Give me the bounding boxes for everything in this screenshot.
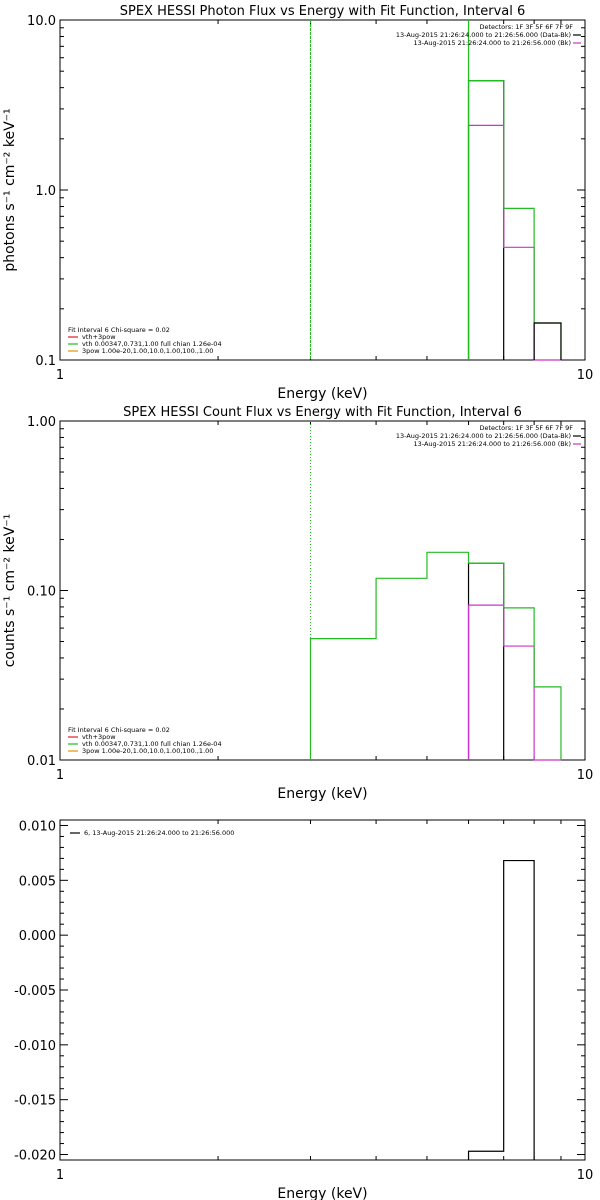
legend-entry-label: 13-Aug-2015 21:26:24.000 to 21:26:56.000… (414, 39, 571, 47)
y-tick-label: 1.00 (27, 415, 56, 430)
series-1-line (467, 562, 505, 760)
chart-title: SPEX HESSI Count Flux vs Energy with Fit… (123, 405, 522, 420)
chart-title: SPEX HESSI Photon Flux vs Energy with Fi… (120, 4, 526, 19)
fit-legend-label: vth 0.00347,0.731,1.00 full chian 1.26e-… (82, 340, 222, 348)
plot-frame (59, 819, 586, 1161)
series-2-line (467, 124, 561, 361)
y-axis-label: photons s⁻¹ cm⁻² keV⁻¹ (2, 108, 18, 271)
fit-legend-label: 3pow 1.00e-20,1.00,10.0,1.00,100.,1.00 (82, 347, 213, 355)
plot-frame (59, 420, 586, 761)
plot-frame (59, 19, 586, 361)
fit-legend-header: Fit Interval 6 Chi-square = 0.02 (68, 726, 170, 734)
chart-panel-1: SPEX HESSI Photon Flux vs Energy with Fi… (2, 4, 593, 402)
y-tick-label: -0.020 (14, 1149, 56, 1164)
detectors-text: Detectors: 1F 3F 5F 6F 7F 9F (479, 424, 573, 432)
chart-panel-3: 1 10 Energy (keV) -0.020 -0.015 -0.010 -0.005 0… (14, 819, 593, 1200)
y-axis-label: counts s⁻¹ cm⁻² keV⁻¹ (2, 514, 18, 668)
fit-legend-label: vth+3pow (82, 333, 116, 341)
y-tick-label: 10.0 (27, 14, 56, 29)
detectors-text: Detectors: 1F 3F 5F 6F 7F 9F (479, 23, 573, 31)
fit-legend-label: vth+3pow (82, 733, 116, 741)
y-tick-label: -0.005 (14, 984, 56, 999)
y-tick-label: 0.010 (19, 819, 56, 834)
series-3-line (309, 551, 562, 760)
x-axis-label: Energy (keV) (277, 386, 367, 402)
y-tick-label: -0.010 (14, 1039, 56, 1054)
y-tick-label: 0.01 (27, 754, 56, 769)
x-axis-label: Energy (keV) (277, 1186, 367, 1200)
series-1-line (467, 80, 505, 360)
x-tick-label: 10 (577, 1168, 594, 1183)
legend-entry-label: 13-Aug-2015 21:26:24.000 to 21:26:56.000… (396, 432, 571, 440)
series-4-line (533, 322, 562, 360)
x-tick-label: 1 (56, 768, 64, 783)
fit-legend-header: Fit Interval 6 Chi-square = 0.02 (68, 326, 170, 334)
series-1-line (467, 859, 535, 1160)
legend-entry-label: 13-Aug-2015 21:26:24.000 to 21:26:56.000… (414, 440, 571, 448)
series-3-line (467, 80, 562, 360)
x-tick-label: 1 (56, 1168, 64, 1183)
y-tick-label: 0.1 (35, 354, 56, 369)
x-tick-label: 10 (577, 768, 594, 783)
fit-legend-label: vth 0.00347,0.731,1.00 full chian 1.26e-… (82, 740, 222, 748)
x-tick-label: 1 (56, 368, 64, 383)
x-tick-label: 10 (577, 368, 594, 383)
y-tick-label: -0.015 (14, 1094, 56, 1109)
fit-legend-label: 3pow 1.00e-20,1.00,10.0,1.00,100.,1.00 (82, 747, 213, 755)
legend-entry-label: 13-Aug-2015 21:26:24.000 to 21:26:56.000… (396, 31, 571, 39)
y-tick-label: 0.000 (19, 929, 56, 944)
y-tick-label: 0.10 (27, 585, 56, 600)
series-2-line (467, 604, 561, 761)
legend-entry-label: 6, 13-Aug-2015 21:26:24.000 to 21:26:56.… (84, 829, 234, 837)
y-tick-label: 0.005 (19, 874, 56, 889)
y-tick-label: 1.0 (35, 184, 56, 199)
x-axis-label: Energy (keV) (277, 786, 367, 802)
chart-panel-2: SPEX HESSI Count Flux vs Energy with Fit… (2, 405, 593, 802)
